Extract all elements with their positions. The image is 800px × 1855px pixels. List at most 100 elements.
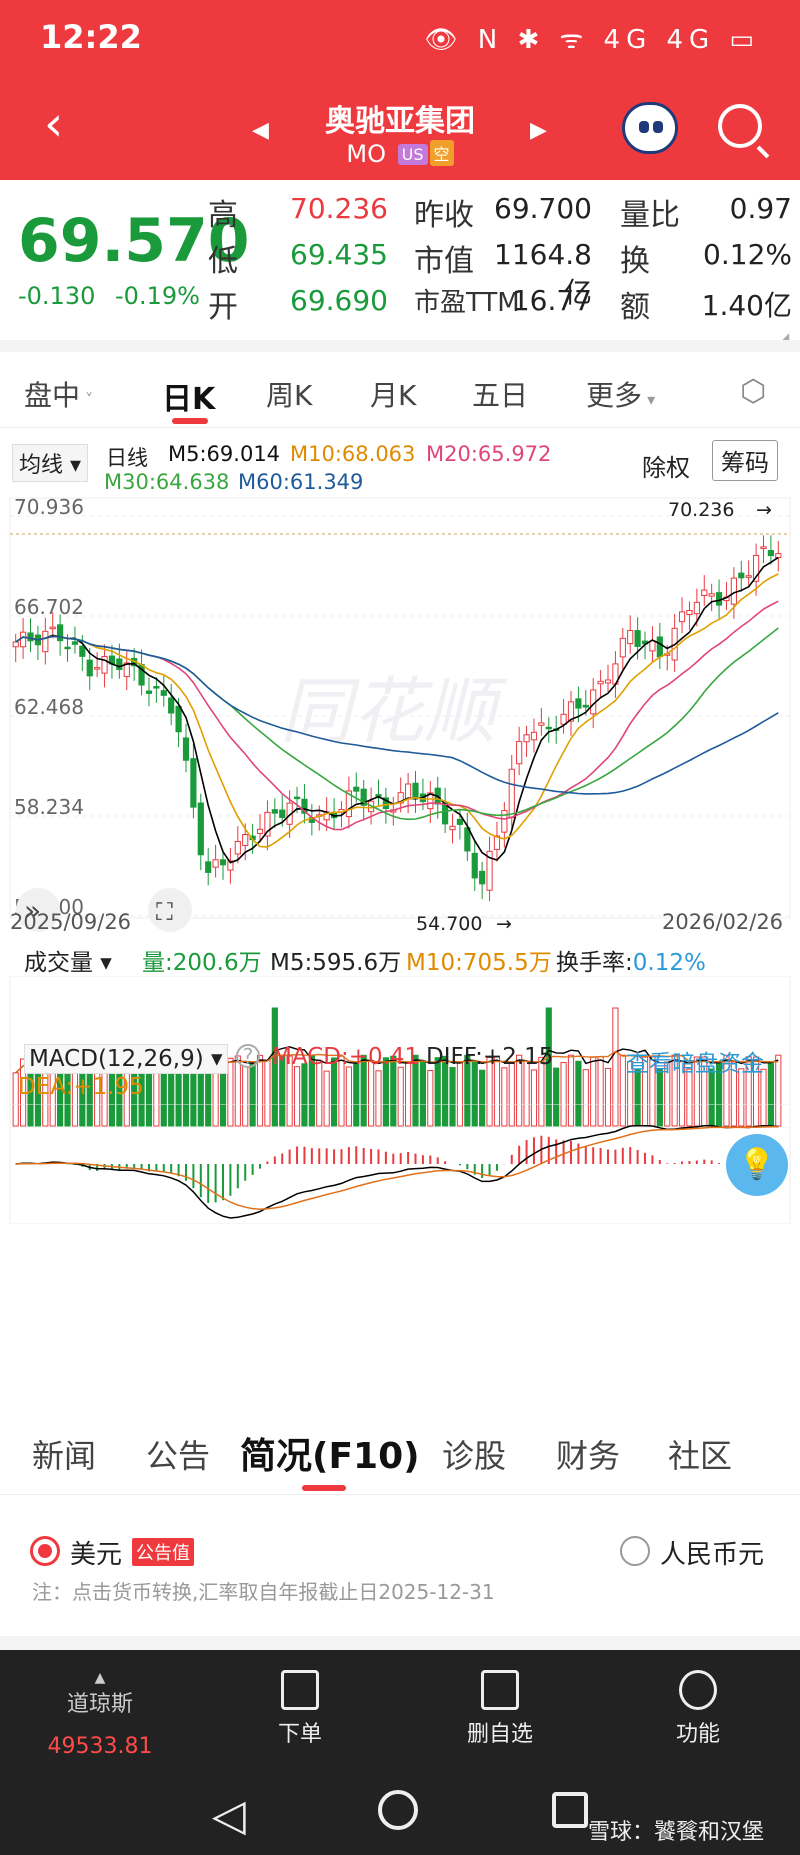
- volume-bar: [745, 1056, 752, 1127]
- tab-intraday[interactable]: 盘中 ˅: [24, 379, 94, 412]
- prev-close-label: 昨收: [414, 198, 474, 233]
- nav-functions[interactable]: 功能: [618, 1670, 778, 1748]
- price-change: -0.130 -0.19%: [18, 282, 200, 310]
- rights-adjust-button[interactable]: 除权: [642, 454, 690, 482]
- tab-weekly-k[interactable]: 周K: [266, 379, 313, 412]
- fullscreen-button[interactable]: [148, 888, 192, 932]
- candle: [123, 650, 130, 691]
- candle: [301, 784, 308, 824]
- usd-radio[interactable]: [30, 1536, 60, 1566]
- ma-m20: M20:65.972: [426, 442, 552, 466]
- volume-bar: [338, 1055, 345, 1127]
- back-icon[interactable]: ‹: [44, 96, 64, 152]
- android-home-icon[interactable]: [378, 1790, 418, 1830]
- status-time: 12:22: [40, 18, 142, 56]
- volume-ratio-value: 0.97: [729, 192, 792, 225]
- volume-bar: [723, 1054, 730, 1127]
- nav-dow-jones[interactable]: ▲ 道琼斯 49533.81: [20, 1670, 180, 1759]
- next-stock-icon[interactable]: ▶: [530, 118, 547, 143]
- candle: [656, 622, 663, 670]
- candle: [382, 787, 389, 824]
- change-pct: -0.19%: [115, 282, 200, 310]
- volume-bar: [412, 1054, 419, 1127]
- nav-order[interactable]: 下单: [220, 1670, 380, 1748]
- volume-bar: [582, 1069, 589, 1127]
- low-label: 低: [208, 244, 238, 279]
- candle: [486, 836, 493, 902]
- tab-f10[interactable]: 简况(F10): [240, 1436, 420, 1477]
- stock-code: MO: [346, 140, 387, 168]
- ma60-line: [15, 635, 779, 795]
- candle: [360, 780, 367, 821]
- tab-news[interactable]: 新闻: [32, 1437, 97, 1475]
- info-tabs: 新闻 公告 简况(F10) 诊股 财务 社区: [0, 1405, 800, 1495]
- cny-radio[interactable]: [620, 1536, 650, 1566]
- candle: [145, 677, 153, 707]
- volume-bar: [227, 1057, 234, 1127]
- kline-grid: [10, 515, 790, 917]
- robot-assistant-icon[interactable]: [622, 102, 678, 154]
- lightbulb-icon[interactable]: 💡: [726, 1134, 788, 1196]
- low-arrow-icon: →: [496, 913, 512, 935]
- candle: [345, 776, 352, 829]
- volume-chart[interactable]: [0, 976, 800, 1128]
- candle: [205, 848, 212, 886]
- double-chevron-icon[interactable]: »: [24, 894, 41, 927]
- volume-bar: [686, 1068, 693, 1127]
- candle: [168, 683, 175, 726]
- menu-circle-icon: [679, 1670, 717, 1710]
- candle: [567, 690, 575, 736]
- candle: [86, 648, 93, 691]
- open-value: 69.690: [290, 284, 388, 317]
- high-value: 70.236: [290, 192, 388, 225]
- usd-label[interactable]: 美元: [70, 1540, 123, 1570]
- prev-close-value: 69.700: [494, 192, 592, 225]
- cny-label[interactable]: 人民币元: [660, 1540, 765, 1570]
- tab-announcements[interactable]: 公告: [146, 1437, 211, 1475]
- scroll-left-button[interactable]: [16, 888, 60, 932]
- document-icon: [281, 1670, 319, 1710]
- tab-monthly-k[interactable]: 月K: [370, 379, 417, 412]
- macd-selector[interactable]: MACD(12,26,9) ▾: [24, 1044, 228, 1074]
- android-back-icon[interactable]: ◁: [212, 1790, 246, 1841]
- volume-selector[interactable]: 成交量 ▾: [24, 950, 112, 976]
- candle: [316, 805, 323, 831]
- tab-community[interactable]: 社区: [668, 1437, 733, 1475]
- candle: [471, 839, 478, 891]
- macd-chart[interactable]: [0, 1104, 800, 1224]
- android-recents-icon[interactable]: [552, 1792, 588, 1828]
- candle: [538, 707, 545, 736]
- tab-daily-k[interactable]: 日K: [162, 382, 216, 417]
- search-icon[interactable]: [718, 104, 762, 148]
- candle: [530, 718, 538, 753]
- volume-bar: [738, 1068, 745, 1127]
- footer-watermark: 雪球：饕餮和汉堡: [588, 1820, 765, 1845]
- volume-bar: [612, 1007, 619, 1127]
- stock-name: 奥驰亚集团: [325, 104, 475, 139]
- prev-stock-icon[interactable]: ◀: [252, 118, 269, 143]
- dark-pool-link[interactable]: 查看暗盘资金: [626, 1051, 764, 1077]
- volume-bar: [360, 1054, 367, 1127]
- candle: [160, 675, 167, 707]
- expand-icon[interactable]: ⛶: [155, 898, 173, 926]
- volume-bar: [493, 1055, 501, 1127]
- ma-selector[interactable]: 均线 ▾: [12, 444, 89, 482]
- settings-hex-icon[interactable]: ⬡: [740, 374, 767, 409]
- candle: [34, 625, 42, 661]
- expand-corner-icon[interactable]: ◢: [780, 330, 790, 344]
- divider: [0, 340, 800, 352]
- chips-button[interactable]: 筹码: [712, 440, 778, 481]
- tab-diagnosis[interactable]: 诊股: [442, 1437, 507, 1475]
- help-icon[interactable]: ?: [236, 1044, 260, 1068]
- tab-five-day[interactable]: 五日: [472, 379, 529, 412]
- tab-more[interactable]: 更多 ▾: [586, 379, 656, 412]
- volume-bar: [390, 1055, 397, 1127]
- candle: [197, 793, 204, 871]
- candle: [501, 802, 508, 848]
- functions-label: 功能: [675, 1722, 720, 1747]
- amount-value: 1.40亿: [701, 289, 792, 322]
- volume-bar: [678, 1061, 686, 1127]
- tab-finance[interactable]: 财务: [556, 1437, 621, 1475]
- nav-remove-watchlist[interactable]: 删自选: [420, 1670, 580, 1748]
